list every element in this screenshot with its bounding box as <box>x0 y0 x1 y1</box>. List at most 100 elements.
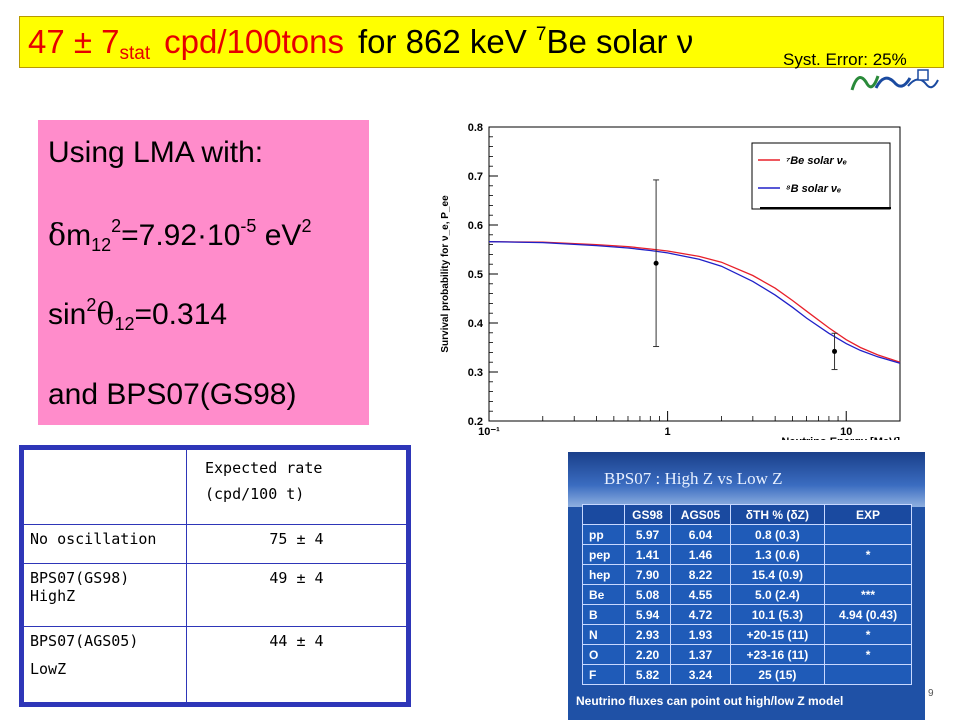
legend-label: ⁸B solar νₑ <box>786 183 841 195</box>
row-value: 49 ± 4 <box>186 562 407 627</box>
isotope-mass: 7 <box>535 24 547 45</box>
inset-table-cell: 5.82 <box>623 664 672 685</box>
inset-table-cell: Be <box>582 584 625 605</box>
inset-table-cell: 5.94 <box>623 604 672 625</box>
inset-table-cell: * <box>824 644 912 665</box>
rate-unit: cpd/100tons <box>164 23 344 60</box>
inset-footer: Neutrino fluxes can point out high/low Z… <box>576 694 844 708</box>
table-row: BPS07(GS98) HighZ 49 ± 4 <box>23 562 407 627</box>
inset-table-cell: *** <box>824 584 912 605</box>
inset-table-cell: 0.8 (0.3) <box>729 524 826 545</box>
table-corner-cell <box>23 449 187 525</box>
y-tick-label: 0.5 <box>468 269 483 281</box>
inset-table-row: Be 5.08 4.55 5.0 (2.4) *** <box>582 584 912 605</box>
data-point <box>832 348 838 354</box>
delta-symbol: δ <box>48 218 67 253</box>
y-tick-label: 0.8 <box>468 122 483 134</box>
lma-parameters-box: Using LMA with: δm122=7.92·10-5 eV2 sin2… <box>38 120 369 425</box>
y-tick-label: 0.7 <box>468 171 483 183</box>
y-tick-label: 0.4 <box>468 318 484 330</box>
inset-table-cell: 1.46 <box>670 544 731 565</box>
inset-titlebar: BPS07 : High Z vs Low Z <box>568 452 925 507</box>
inset-table-row: N 2.93 1.93 +20-15 (11) * <box>582 624 912 645</box>
survival-probability-chart: 0.2 0.3 0.4 0.5 0.6 0.7 0.8 10⁻¹ 1 10Neutrino Ene… <box>440 122 901 440</box>
title-banner: 47 ± 7stat cpd/100tons for 862 keV 7Be sol… <box>19 16 944 68</box>
inset-table-cell: 6.04 <box>670 524 731 545</box>
inset-table-cell: 25 (15) <box>729 664 826 685</box>
x-axis-label: Neutrino Energy [MeV] <box>781 436 900 440</box>
series-line-b8 <box>488 241 901 364</box>
table-header-cell: Expected rate (cpd/100 t) <box>186 449 407 525</box>
theta-symbol: θ <box>96 297 115 332</box>
inset-title: BPS07 : High Z vs Low Z <box>604 469 783 488</box>
inset-header-cell <box>582 504 625 525</box>
inset-table-cell: 3.24 <box>670 664 731 685</box>
table-row: BPS07(AGS05) LowZ 44 ± 4 <box>23 625 407 704</box>
x-tick-label: 1 <box>665 426 671 438</box>
inset-table-cell: F <box>582 664 625 685</box>
inset-table-row: O 2.20 1.37 +23-16 (11) * <box>582 644 912 665</box>
syst-error: Syst. Error: 25% <box>783 50 907 69</box>
inset-table-cell <box>824 564 912 585</box>
inset-table-cell: 1.3 (0.6) <box>729 544 826 565</box>
inset-table-cell: hep <box>582 564 625 585</box>
y-axis-label: Survival probability for ν_e, P_ee <box>440 195 451 353</box>
solar-model: and BPS07(GS98) <box>48 378 297 411</box>
lma-heading: Using LMA with: <box>48 136 264 169</box>
inset-table-cell: 4.55 <box>670 584 731 605</box>
expected-rate-table: Expected rate (cpd/100 t) No oscillation … <box>19 445 411 707</box>
inset-table-cell: 8.22 <box>670 564 731 585</box>
inset-table-cell <box>824 664 912 685</box>
inset-table-cell: 4.72 <box>670 604 731 625</box>
inset-table-cell: N <box>582 624 625 645</box>
series-line-be7 <box>488 241 901 363</box>
inset-table-cell: 5.08 <box>623 584 672 605</box>
inset-table-row: B 5.94 4.72 10.1 (5.3) 4.94 (0.43) <box>582 604 912 625</box>
inset-table-cell: * <box>824 624 912 645</box>
delta-m-squared: δm122=7.92·10-5 eV2 <box>48 216 312 255</box>
inset-table-cell: 5.97 <box>623 524 672 545</box>
page-number: 9 <box>928 688 934 699</box>
inset-table-cell: 10.1 (5.3) <box>729 604 826 625</box>
row-value: 75 ± 4 <box>186 524 407 564</box>
inset-table-cell: 1.93 <box>670 624 731 645</box>
y-tick-label: 0.6 <box>468 220 483 232</box>
rate-subscript: stat <box>119 43 151 64</box>
inset-table-cell: 7.90 <box>623 564 672 585</box>
row-label: BPS07(AGS05) LowZ <box>23 625 187 704</box>
inset-table-cell: +23-16 (11) <box>729 644 826 665</box>
sin-squared-theta: sin2θ12=0.314 <box>48 295 228 334</box>
row-value: 44 ± 4 <box>186 625 407 704</box>
inset-table-row: pep 1.41 1.46 1.3 (0.6) * <box>582 544 912 565</box>
inset-table-row: hep 7.90 8.22 15.4 (0.9) <box>582 564 912 585</box>
inset-header-cell: EXP <box>824 504 912 525</box>
inset-table-cell: 1.41 <box>623 544 672 565</box>
banner-for-text: for 862 keV <box>357 23 527 60</box>
inset-table-cell: 2.93 <box>623 624 672 645</box>
inset-flux-table: GS98 AGS05 δTH % (δZ) EXP pp 5.97 6.04 0.8 (0.3… <box>582 504 912 685</box>
inset-table-cell: O <box>582 644 625 665</box>
bps07-inset-panel: BPS07 : High Z vs Low Z GS98 AGS05 δTH % (… <box>568 452 925 720</box>
inset-table-cell: pp <box>582 524 625 545</box>
inset-header-cell: AGS05 <box>670 504 731 525</box>
y-tick-label: 0.2 <box>468 416 483 428</box>
inset-table-cell: B <box>582 604 625 625</box>
inset-table-cell: * <box>824 544 912 565</box>
row-label: BPS07(GS98) HighZ <box>23 562 187 627</box>
inset-table-cell: 15.4 (0.9) <box>729 564 826 585</box>
inset-table-cell: 2.20 <box>623 644 672 665</box>
inset-table-cell: pep <box>582 544 625 565</box>
inset-table-cell: 4.94 (0.43) <box>824 604 912 625</box>
inset-header-cell: GS98 <box>623 504 672 525</box>
inset-table-cell: +20-15 (11) <box>729 624 826 645</box>
banner-title: 47 ± 7stat cpd/100tons for 862 keV 7Be sol… <box>28 23 694 64</box>
data-point <box>653 260 659 266</box>
x-tick-label: 10⁻¹ <box>478 426 500 438</box>
inset-table-row: F 5.82 3.24 25 (15) <box>582 664 912 685</box>
isotope-label: Be solar ν <box>546 23 694 60</box>
legend-box <box>751 142 891 210</box>
corner-logo-icon <box>850 69 939 91</box>
inset-header-cell: δTH % (δZ) <box>729 504 826 525</box>
table-row: No oscillation 75 ± 4 <box>23 524 407 564</box>
rate-value: 47 ± 7 <box>28 23 120 60</box>
